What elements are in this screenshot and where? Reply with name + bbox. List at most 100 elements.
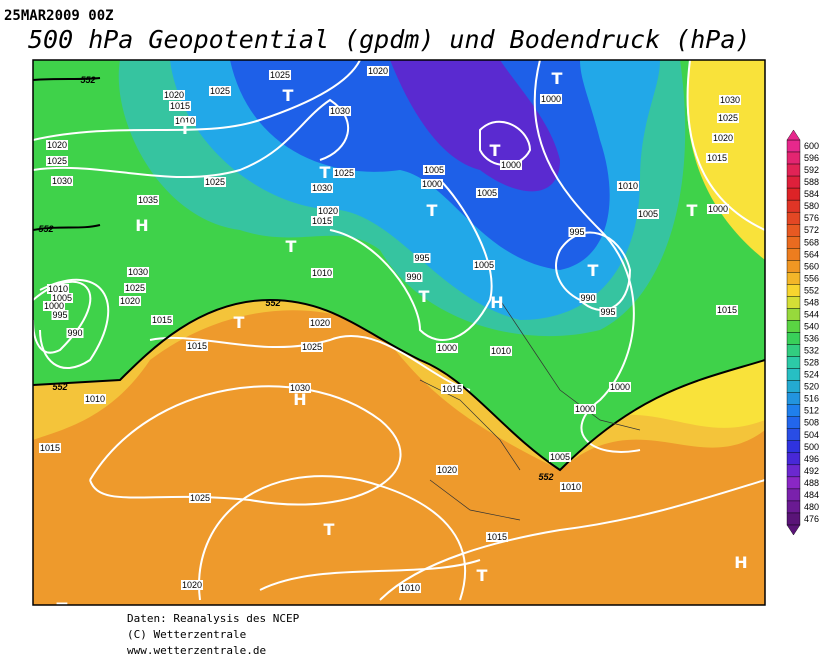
color-swatch	[786, 224, 801, 237]
label-box	[136, 195, 160, 205]
label-box	[332, 168, 356, 178]
label: 552	[80, 75, 95, 85]
label-box	[173, 116, 197, 126]
colorbar-label: 528	[804, 358, 819, 368]
label-box	[150, 315, 174, 325]
label-box	[51, 310, 69, 320]
isobar-label: 1030	[128, 267, 148, 277]
label-box	[310, 268, 334, 278]
label: 1010	[173, 116, 197, 126]
isobar-label: 1025	[210, 86, 230, 96]
label: 1000	[42, 301, 66, 311]
label: 1015	[38, 443, 62, 453]
isobar-label: 1000	[708, 204, 728, 214]
label-box	[705, 153, 729, 163]
colorbar-label: 584	[804, 189, 819, 199]
label: 1020	[366, 66, 390, 76]
color-swatch	[786, 512, 801, 526]
color-swatch	[786, 260, 801, 273]
colorbar-label: 572	[804, 225, 819, 235]
colorbar-arrow	[786, 524, 801, 536]
isobar-label: 1020	[310, 318, 330, 328]
isobar-label: 1020	[713, 133, 733, 143]
label-box	[300, 342, 324, 352]
colorbar-label: 600	[804, 141, 819, 151]
isobar-label: 1005	[477, 188, 497, 198]
pressure-center: H	[293, 390, 306, 409]
isobar-label: 1005	[52, 293, 72, 303]
label: 1030	[328, 106, 352, 116]
title: 500 hPa Geopotential (gpdm) und Bodendru…	[28, 25, 750, 54]
label-box	[288, 383, 312, 393]
isobar-label: 990	[406, 272, 421, 282]
colorbar-label: 596	[804, 153, 819, 163]
color-swatch	[786, 236, 801, 249]
label: 990	[405, 272, 423, 282]
label: 1030	[310, 183, 334, 193]
pressure-center: H	[135, 216, 148, 235]
label-box	[66, 328, 84, 338]
footer-line: (C) Wetterzentrale	[127, 628, 246, 641]
label: 1010	[398, 583, 422, 593]
coastline	[419, 299, 641, 521]
isobar-label: 1015	[487, 532, 507, 542]
label-box	[126, 267, 150, 277]
label: 1025	[332, 168, 356, 178]
label-box	[711, 133, 735, 143]
color-swatch	[786, 500, 801, 514]
label: 1030	[718, 95, 742, 105]
label-box	[310, 183, 334, 193]
label: 1005	[548, 452, 572, 462]
label: 1020	[435, 465, 459, 475]
label-box	[499, 160, 523, 170]
label: 1000	[706, 204, 730, 214]
colorbar-label: 564	[804, 249, 819, 259]
colorbar-label: 592	[804, 165, 819, 175]
isobars	[33, 60, 765, 601]
label-box	[539, 94, 563, 104]
label: 1020	[316, 206, 340, 216]
label: 1020	[711, 133, 735, 143]
colorbar-label: 544	[804, 309, 819, 319]
colorbar-label: 552	[804, 285, 819, 295]
label-box	[168, 101, 192, 111]
colorbar-label: 568	[804, 237, 819, 247]
pressure-center: T	[283, 86, 294, 105]
colorbar-label: 588	[804, 177, 819, 187]
color-swatch	[786, 392, 801, 405]
label: 1000	[435, 343, 459, 353]
label-box	[616, 181, 640, 191]
colorbar-label: 524	[804, 370, 819, 380]
isobar-label: 1015	[312, 216, 332, 226]
isobar-label: 1010	[85, 394, 105, 404]
pressure-center: T	[552, 69, 563, 88]
isobar-label: 1020	[318, 206, 338, 216]
colorbar-label: 540	[804, 321, 819, 331]
label-box	[599, 307, 617, 317]
height-label: 552	[538, 472, 553, 482]
isobar-label: 1015	[717, 305, 737, 315]
isobar-label: 995	[569, 227, 584, 237]
label-box	[123, 283, 147, 293]
label-box	[559, 482, 583, 492]
colorbar-label: 476	[804, 514, 819, 524]
label: 1025	[300, 342, 324, 352]
label-box	[413, 253, 431, 263]
isobar-label: 1000	[422, 179, 442, 189]
isobar-label: 1015	[707, 153, 727, 163]
label-box	[475, 188, 499, 198]
label-box	[208, 86, 232, 96]
label: 1015	[485, 532, 509, 542]
pressure-center: T	[687, 201, 698, 220]
colorbar-label: 480	[804, 502, 819, 512]
pressure-center: T	[180, 119, 191, 138]
label: 1010	[616, 181, 640, 191]
label: 1015	[168, 101, 192, 111]
isobar-label: 1010	[618, 181, 638, 191]
pressure-center: T	[588, 261, 599, 280]
label-box	[328, 106, 352, 116]
label-box	[706, 204, 730, 214]
colorbar-label: 496	[804, 454, 819, 464]
label: 1005	[50, 293, 74, 303]
colorbar-label: 560	[804, 261, 819, 271]
